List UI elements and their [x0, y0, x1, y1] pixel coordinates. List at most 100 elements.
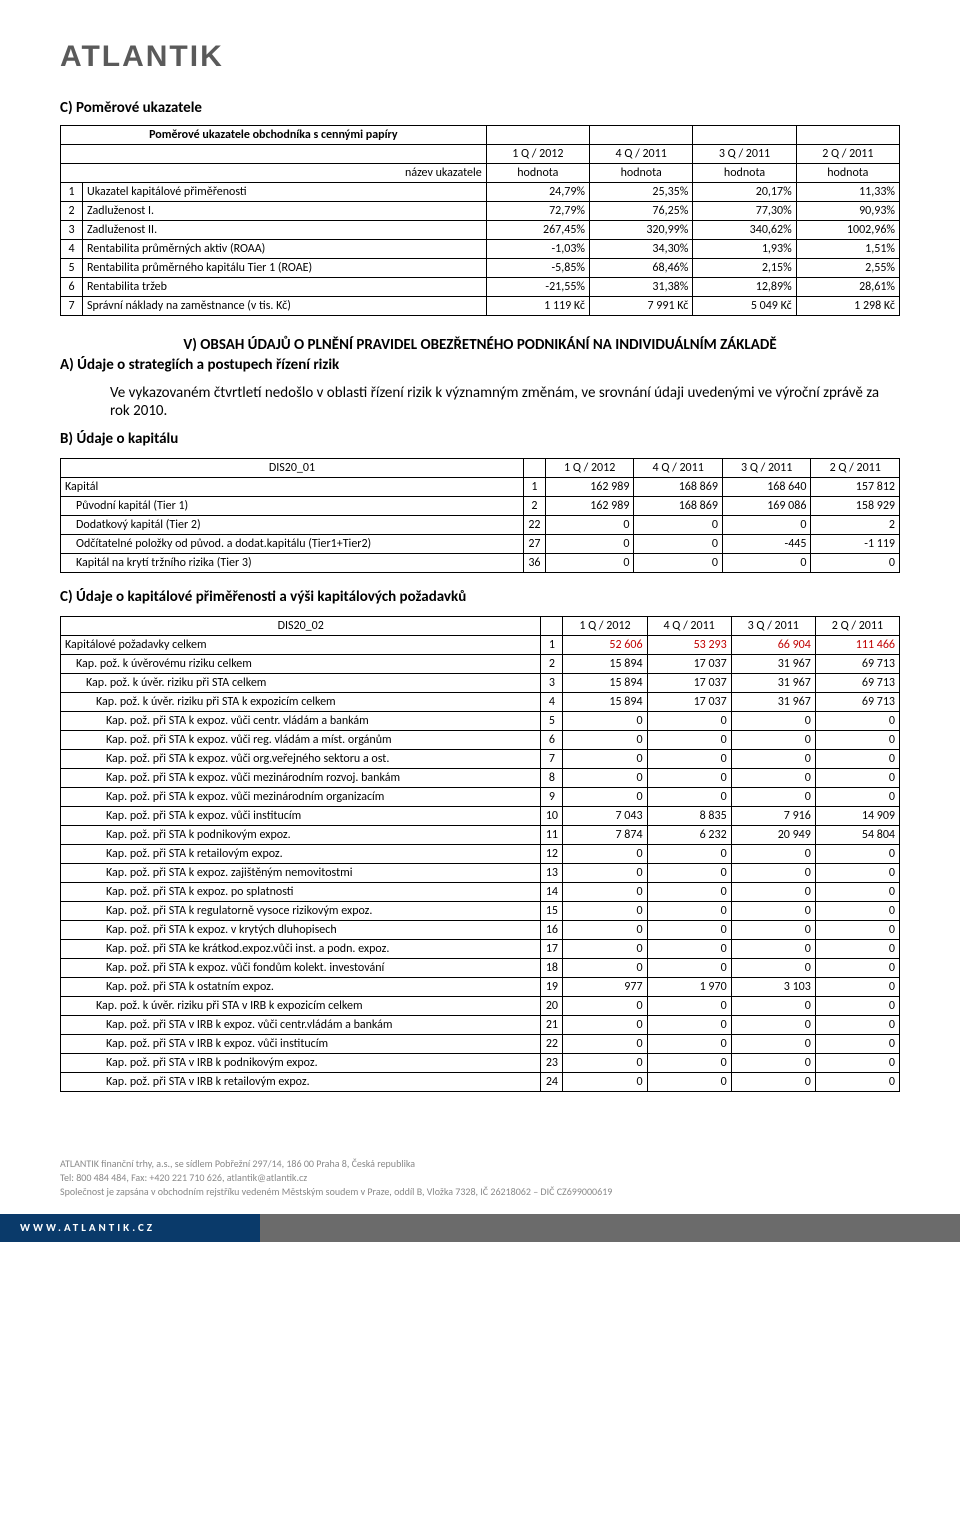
section-v-title: V) OBSAH ÚDAJŮ O PLNĚNÍ PRAVIDEL OBEZŘET…	[60, 336, 900, 354]
row-idx: 4	[541, 693, 563, 712]
table-row: 2Zadluženost I.72,79%76,25%77,30%90,93%	[61, 202, 900, 221]
row-val: 0	[545, 516, 634, 535]
table-row: Kap. pož. k úvěr. riziku při STA celkem3…	[61, 674, 900, 693]
table-row: Kap. pož. při STA k expoz. vůči reg. vlá…	[61, 731, 900, 750]
row-val: 66 904	[731, 636, 815, 655]
row-val: 0	[563, 845, 647, 864]
row-idx: 14	[541, 883, 563, 902]
row-val: 0	[815, 1035, 899, 1054]
row-val: 3 103	[731, 978, 815, 997]
row-val: 0	[563, 1035, 647, 1054]
row-idx: 11	[541, 826, 563, 845]
row-val: 0	[563, 788, 647, 807]
row-label: Kap. pož. při STA v IRB k expoz. vůči ce…	[61, 1016, 541, 1035]
row-val: 0	[731, 902, 815, 921]
row-val: 0	[634, 535, 723, 554]
row-label: Kap. pož. k úvěr. riziku při STA v IRB k…	[61, 997, 541, 1016]
row-idx: 3	[61, 221, 83, 240]
row-val: 0	[647, 997, 731, 1016]
row-val: 0	[731, 1016, 815, 1035]
row-val: 0	[815, 769, 899, 788]
row-val: 0	[545, 554, 634, 573]
row-idx: 6	[541, 731, 563, 750]
row-val: 0	[647, 788, 731, 807]
row-val: 1 298 Kč	[796, 297, 899, 316]
table-row: Kap. pož. při STA ke krátkod.expoz.vůči …	[61, 940, 900, 959]
section-c-title: C) Poměrové ukazatele	[60, 99, 900, 117]
row-val: 15 894	[563, 655, 647, 674]
table1-sh-2: hodnota	[590, 164, 693, 183]
row-idx: 13	[541, 864, 563, 883]
table1-h-q4: 4 Q / 2011	[590, 145, 693, 164]
row-val: 17 037	[647, 693, 731, 712]
row-val: 7 043	[563, 807, 647, 826]
row-idx: 7	[541, 750, 563, 769]
footer-line1: ATLANTIK finanční trhy, a.s., se sídlem …	[60, 1157, 900, 1171]
row-val: 0	[815, 902, 899, 921]
table-row: Kap. pož. při STA k podnikovým expoz.117…	[61, 826, 900, 845]
table-row: Kap. pož. při STA v IRB k expoz. vůči in…	[61, 1035, 900, 1054]
row-val: 52 606	[563, 636, 647, 655]
row-val: 0	[815, 959, 899, 978]
row-idx: 2	[541, 655, 563, 674]
row-label: Rentabilita průměrného kapitálu Tier 1 (…	[83, 259, 487, 278]
row-val: 0	[815, 940, 899, 959]
table-row: Kap. pož. při STA k expoz. vůči centr. v…	[61, 712, 900, 731]
table-row: Kap. pož. při STA k expoz. vůči fondům k…	[61, 959, 900, 978]
logo: ATLANTIK	[60, 40, 900, 74]
row-idx: 36	[523, 554, 545, 573]
row-label: Zadluženost I.	[83, 202, 487, 221]
table2-h-4: 2 Q / 2011	[811, 459, 900, 478]
table1-title: Poměrové ukazatele obchodníka s cennými …	[61, 126, 487, 145]
row-label: Kapitálové požadavky celkem	[61, 636, 541, 655]
row-label: Správní náklady na zaměstnance (v tis. K…	[83, 297, 487, 316]
row-val: 0	[815, 921, 899, 940]
row-label: Kap. pož. při STA k expoz. vůči centr. v…	[61, 712, 541, 731]
row-val: 7 916	[731, 807, 815, 826]
row-idx: 5	[541, 712, 563, 731]
row-label: Kap. pož. k úvěrovému riziku celkem	[61, 655, 541, 674]
row-val: 158 929	[811, 497, 900, 516]
row-val: 0	[815, 1054, 899, 1073]
table-row: Kapitál1162 989168 869168 640157 812	[61, 478, 900, 497]
row-val: 0	[815, 997, 899, 1016]
row-val: 69 713	[815, 655, 899, 674]
row-label: Kap. pož. při STA k expoz. vůči fondům k…	[61, 959, 541, 978]
row-label: Kap. pož. k úvěr. riziku při STA celkem	[61, 674, 541, 693]
table-row: Kap. pož. při STA v IRB k expoz. vůči ce…	[61, 1016, 900, 1035]
row-val: 0	[811, 554, 900, 573]
row-val: 0	[563, 940, 647, 959]
row-idx: 22	[541, 1035, 563, 1054]
row-val: 168 869	[634, 497, 723, 516]
row-val: 267,45%	[486, 221, 589, 240]
row-val: 31 967	[731, 693, 815, 712]
table-row: 7Správní náklady na zaměstnance (v tis. …	[61, 297, 900, 316]
row-val: 0	[731, 1054, 815, 1073]
row-val: 169 086	[722, 497, 811, 516]
row-val: 0	[731, 883, 815, 902]
row-label: Kapitál na krytí tržního rizika (Tier 3)	[61, 554, 524, 573]
row-val: 0	[731, 731, 815, 750]
row-idx: 10	[541, 807, 563, 826]
row-val: -21,55%	[486, 278, 589, 297]
row-idx: 1	[541, 636, 563, 655]
footer-grey-bar	[260, 1214, 960, 1242]
row-val: 54 804	[815, 826, 899, 845]
row-label: Dodatkový kapitál (Tier 2)	[61, 516, 524, 535]
table-row: Kap. pož. při STA v IRB k retailovým exp…	[61, 1073, 900, 1092]
row-val: 977	[563, 978, 647, 997]
row-idx: 27	[523, 535, 545, 554]
row-val: 168 869	[634, 478, 723, 497]
table-row: Kap. pož. při STA k ostatním expoz.19977…	[61, 978, 900, 997]
row-val: 0	[731, 921, 815, 940]
row-val: 0	[563, 997, 647, 1016]
row-label: Kap. pož. při STA v IRB k expoz. vůči in…	[61, 1035, 541, 1054]
table-row: 5Rentabilita průměrného kapitálu Tier 1 …	[61, 259, 900, 278]
table-row: Kap. pož. při STA k expoz. vůči org.veře…	[61, 750, 900, 769]
row-val: 68,46%	[590, 259, 693, 278]
row-label: Kap. pož. při STA k expoz. po splatnosti	[61, 883, 541, 902]
row-idx: 23	[541, 1054, 563, 1073]
row-val: 0	[731, 845, 815, 864]
table-row: Kap. pož. při STA k expoz. zajištěným ne…	[61, 864, 900, 883]
table3-h-3: 3 Q / 2011	[731, 617, 815, 636]
